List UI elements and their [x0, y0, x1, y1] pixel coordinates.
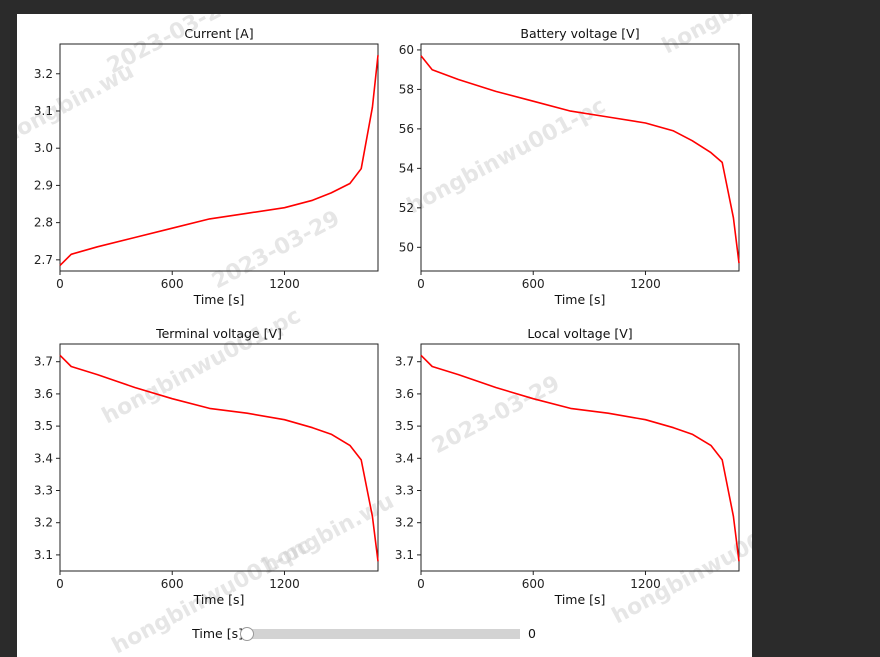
- current-ytick-label: 2.7: [34, 253, 53, 267]
- battery-voltage-xlabel: Time [s]: [554, 292, 606, 307]
- terminal-voltage-xtick-label: 1200: [269, 577, 300, 591]
- terminal-voltage-xlabel: Time [s]: [193, 592, 245, 607]
- figure-canvas: hongbin.wu 2023-03-29 2023-03-29 hongbinwu0…: [17, 14, 752, 657]
- battery-voltage-axes-frame: [420, 43, 740, 272]
- terminal-voltage-ytick-label: 3.7: [34, 355, 53, 369]
- local-voltage-ytick-label: 3.5: [395, 419, 414, 433]
- battery-voltage-xtick-label: 0: [417, 277, 425, 291]
- terminal-voltage-ytick-label: 3.2: [34, 516, 53, 530]
- local-voltage-ytick-label: 3.4: [395, 451, 414, 465]
- battery-voltage-ytick-label: 52: [399, 201, 414, 215]
- watermark-text: hongbin: [658, 14, 752, 59]
- current-ytick-label: 3.2: [34, 67, 53, 81]
- local-voltage-xtick-label: 600: [522, 577, 545, 591]
- terminal-voltage-xtick-label: 600: [161, 577, 184, 591]
- battery-voltage-ytick-label: 58: [399, 82, 414, 96]
- current-xlabel: Time [s]: [193, 292, 245, 307]
- current-ytick-label: 2.9: [34, 178, 53, 192]
- watermark-text: 2023-03-29: [103, 14, 239, 79]
- current-xtick-label: 1200: [269, 277, 300, 291]
- current-title: Current [A]: [184, 26, 253, 41]
- current-xtick-label: 600: [161, 277, 184, 291]
- terminal-voltage-ytick-label: 3.3: [34, 484, 53, 498]
- terminal-voltage-title: Terminal voltage [V]: [155, 326, 282, 341]
- current-axes-frame: [59, 43, 379, 272]
- time-slider-value: 0: [528, 626, 536, 641]
- terminal-voltage-ytick-label: 3.5: [34, 419, 53, 433]
- battery-voltage-ytick-label: 60: [399, 43, 414, 57]
- battery-voltage-ytick-label: 50: [399, 240, 414, 254]
- terminal-voltage-ytick-label: 3.1: [34, 548, 53, 562]
- battery-voltage-ytick-label: 54: [399, 161, 414, 175]
- terminal-voltage-series-line: [59, 354, 379, 562]
- local-voltage-ytick-label: 3.3: [395, 484, 414, 498]
- figure-svg: hongbin.wu2023-03-292023-03-29hongbinwu0…: [17, 14, 752, 657]
- watermark-text: hongbinwu001-pc: [608, 503, 752, 629]
- current-series-line: [59, 55, 379, 266]
- terminal-voltage-xtick-label: 0: [56, 577, 64, 591]
- terminal-voltage-axes-frame: [59, 343, 379, 572]
- local-voltage-title: Local voltage [V]: [527, 326, 632, 341]
- current-xtick-label: 0: [56, 277, 64, 291]
- current-ytick-label: 3.1: [34, 104, 53, 118]
- local-voltage-ytick-label: 3.2: [395, 516, 414, 530]
- battery-voltage-ytick-label: 56: [399, 122, 414, 136]
- local-voltage-xtick-label: 1200: [630, 577, 661, 591]
- time-slider-handle[interactable]: [240, 627, 254, 641]
- time-slider-track[interactable]: [247, 629, 520, 639]
- watermark-text: 2023-03-29: [428, 371, 564, 459]
- battery-voltage-xtick-label: 600: [522, 277, 545, 291]
- terminal-voltage-ytick-label: 3.6: [34, 387, 53, 401]
- current-ytick-label: 3.0: [34, 141, 53, 155]
- terminal-voltage-ytick-label: 3.4: [34, 451, 53, 465]
- local-voltage-axes-frame: [420, 343, 740, 572]
- current-ytick-label: 2.8: [34, 216, 53, 230]
- time-slider-label: Time [s]: [191, 626, 243, 641]
- watermark-text: hongbinwu001-pc: [98, 303, 305, 429]
- battery-voltage-xtick-label: 1200: [630, 277, 661, 291]
- battery-voltage-series-line: [420, 55, 740, 264]
- local-voltage-series-line: [420, 354, 740, 562]
- local-voltage-xtick-label: 0: [417, 577, 425, 591]
- battery-voltage-title: Battery voltage [V]: [520, 26, 639, 41]
- local-voltage-ytick-label: 3.7: [395, 355, 414, 369]
- local-voltage-ytick-label: 3.1: [395, 548, 414, 562]
- local-voltage-ytick-label: 3.6: [395, 387, 414, 401]
- local-voltage-xlabel: Time [s]: [554, 592, 606, 607]
